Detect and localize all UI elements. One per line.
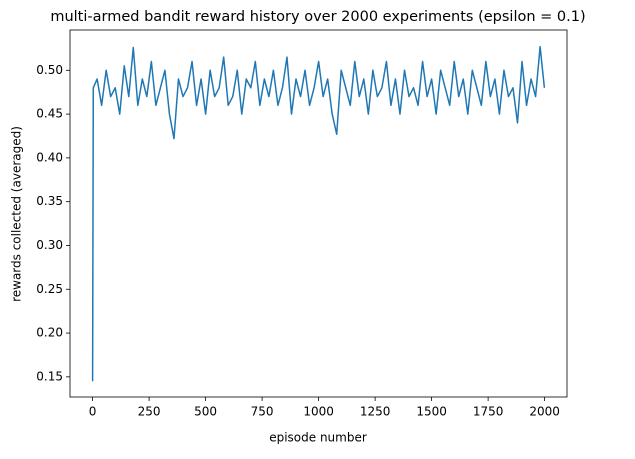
y-tick-label: 0.25 [36, 282, 63, 296]
x-tick-label: 500 [194, 405, 217, 419]
y-tick-label: 0.30 [36, 238, 63, 252]
x-tick-label: 750 [251, 405, 274, 419]
x-tick-label: 0 [89, 405, 97, 419]
x-tick-label: 250 [138, 405, 161, 419]
line-series [91, 45, 546, 382]
y-tick-label: 0.35 [36, 194, 63, 208]
y-tick-label: 0.40 [36, 150, 63, 164]
x-tick-label: 1750 [473, 405, 504, 419]
y-tick-label: 0.50 [36, 63, 63, 77]
x-tick-label: 2000 [529, 405, 560, 419]
y-tick-label: 0.45 [36, 107, 63, 121]
x-tick-label: 1500 [416, 405, 447, 419]
x-tick-label: 1250 [360, 405, 391, 419]
x-tick-label: 1000 [303, 405, 334, 419]
y-axis-label: rewards collected (averaged) [10, 126, 24, 302]
y-tick-label: 0.20 [36, 326, 63, 340]
y-tick-label: 0.15 [36, 369, 63, 383]
x-axis-label: episode number [269, 431, 367, 445]
chart-title: multi-armed bandit reward history over 2… [50, 9, 585, 25]
